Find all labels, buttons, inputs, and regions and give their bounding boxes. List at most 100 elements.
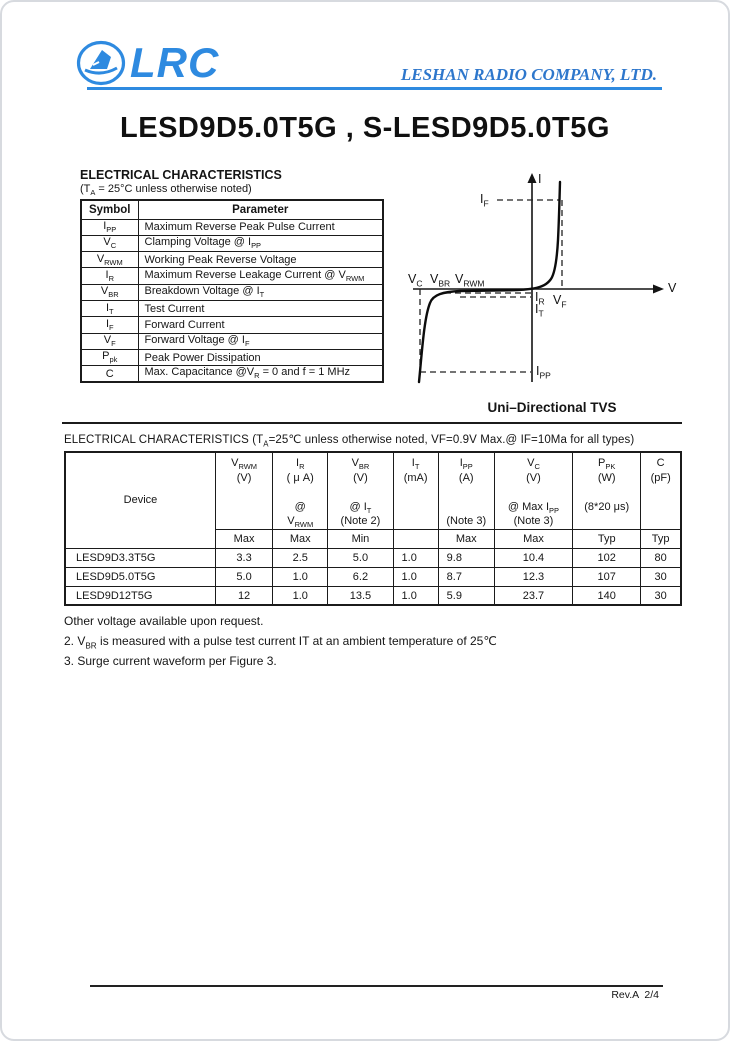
limit-cell: Max [493,528,574,549]
value-cell: 1.0 [392,585,439,606]
value-cell: 12.3 [493,566,574,587]
device-cell: LESD9D3.3T5G [64,547,216,568]
limit-cell: Max [214,528,274,549]
table2-heading: ELECTRICAL CHARACTERISTICS (TA=25℃ unles… [64,434,635,449]
value-cell: 12 [214,585,274,606]
value-cell: 107 [572,566,642,587]
parameter-cell: Working Peak Reverse Voltage [137,251,384,269]
lrc-logo-icon [76,40,126,86]
it-column-header: IT (mA) [392,451,439,530]
table-row: VC Clamping Voltage @ IPP [80,234,384,253]
table2-header-row: Device VRWM (V) IR ( μ A) @ VRWM VBR (V)… [64,451,682,549]
symbol-cell: IT [80,299,139,318]
parameter-cell: Breakdown Voltage @ IT [137,283,384,301]
parameter-cell: Maximum Reverse Peak Pulse Current [137,218,384,236]
symbol-cell: C [80,365,139,383]
table-row: IR Maximum Reverse Leakage Current @ VRWM [80,267,384,285]
parameter-cell: Forward Voltage @ IF [137,332,384,350]
vbr-label: VBR [430,272,451,289]
table-row: VBR Breakdown Voltage @ IT [80,283,384,301]
footer-divider [90,985,663,987]
header-divider [87,87,662,90]
table-row: Ppk Peak Power Dissipation [80,348,384,367]
value-cell: 1.0 [392,547,439,568]
value-cell: 30 [640,566,682,587]
value-cell: 1.0 [272,566,329,587]
table-row: LESD9D3.3T5G 3.3 2.5 5.0 1.0 9.8 10.4 10… [64,547,682,568]
parameter-cell: Test Current [137,299,384,318]
value-cell: 6.2 [327,566,394,587]
limit-cell [392,528,439,549]
if-label: IF [480,192,489,209]
device-ratings-table: Device VRWM (V) IR ( μ A) @ VRWM VBR (V)… [64,451,682,607]
parameter-column-header: Parameter [137,199,384,220]
symbol-column-header: Symbol [80,199,139,220]
tvs-iv-curve-diagram [413,173,664,384]
ipp-column-header: IPP (A) (Note 3) [437,451,495,530]
vrwm-column-header: VRWM (V) [214,451,274,530]
value-cell: 23.7 [493,585,574,606]
parameter-cell: Peak Power Dissipation [137,348,384,367]
value-cell: 3.3 [214,547,274,568]
it-label: IT [535,302,544,319]
table-row: VRWM Working Peak Reverse Voltage [80,251,384,269]
device-cell: LESD9D12T5G [64,585,216,606]
revision-page-number: Rev.A 2/4 [611,989,659,1001]
parameter-cell: Forward Current [137,316,384,334]
value-cell: 1.0 [272,585,329,606]
parameter-cell: Max. Capacitance @VR = 0 and f = 1 MHz [137,365,384,383]
limit-cell: Max [437,528,495,549]
value-cell: 9.8 [437,547,495,568]
section-divider [62,422,682,424]
limit-cell: Max [272,528,329,549]
vbr-column-header: VBR (V) @ IT (Note 2) [327,451,394,530]
table1-heading: ELECTRICAL CHARACTERISTICS [80,168,282,182]
parameter-cell: Clamping Voltage @ IPP [137,234,384,253]
table-row: IF Forward Current [80,316,384,334]
symbol-cell: VC [80,234,139,253]
table-row: IT Test Current [80,299,384,318]
value-cell: 5.0 [214,566,274,587]
logo-text: LRC [130,39,220,86]
parameter-cell: Maximum Reverse Leakage Current @ VRWM [137,267,384,285]
symbol-cell: Ppk [80,348,139,367]
table-row: IPP Maximum Reverse Peak Pulse Current [80,218,384,236]
value-cell: 30 [640,585,682,606]
axis-label-current: I [538,172,542,186]
c-column-header: C (pF) [640,451,682,530]
limit-cell: Min [327,528,394,549]
vf-label: VF [553,293,567,310]
vc-column-header: VC (V) @ Max IPP (Note 3) [493,451,574,530]
axis-label-voltage: V [668,281,677,295]
page-title: LESD9D5.0T5G , S-LESD9D5.0T5G [120,112,610,144]
value-cell: 5.0 [327,547,394,568]
note-3: 3. Surge current waveform per Figure 3. [64,654,277,668]
symbol-cell: VF [80,332,139,350]
value-cell: 80 [640,547,682,568]
device-column-header: Device [64,451,216,549]
table-row: LESD9D12T5G 12 1.0 13.5 1.0 5.9 23.7 140… [64,585,682,606]
limit-row: Max Max Min Max Max Typ Typ [65,528,682,549]
ir-column-header: IR ( μ A) @ VRWM [272,451,329,530]
vc-label: VC [408,272,423,289]
limit-cell: Typ [572,528,642,549]
value-cell: 13.5 [327,585,394,606]
header-logo: LRC [76,38,219,88]
table-row: LESD9D5.0T5G 5.0 1.0 6.2 1.0 8.7 12.3 10… [64,566,682,587]
table-row: VF Forward Voltage @ IF [80,332,384,350]
diagram-caption: Uni–Directional TVS [487,400,617,415]
limit-cell: Typ [640,528,682,549]
note-2: 2. VBR is measured with a pulse test cur… [64,634,497,651]
symbol-cell: IF [80,316,139,334]
table1-condition: (TA = 25°C unless otherwise noted) [80,183,252,198]
value-cell: 2.5 [272,547,329,568]
ipp-label: IPP [536,364,551,381]
value-cell: 10.4 [493,547,574,568]
symbol-cell: IPP [80,218,139,236]
device-cell: LESD9D5.0T5G [64,566,216,587]
ir-label: IR [535,290,545,307]
symbol-cell: VBR [80,283,139,301]
table-row: C Max. Capacitance @VR = 0 and f = 1 MHz [80,365,384,383]
table-header-row: Symbol Parameter [80,199,384,220]
